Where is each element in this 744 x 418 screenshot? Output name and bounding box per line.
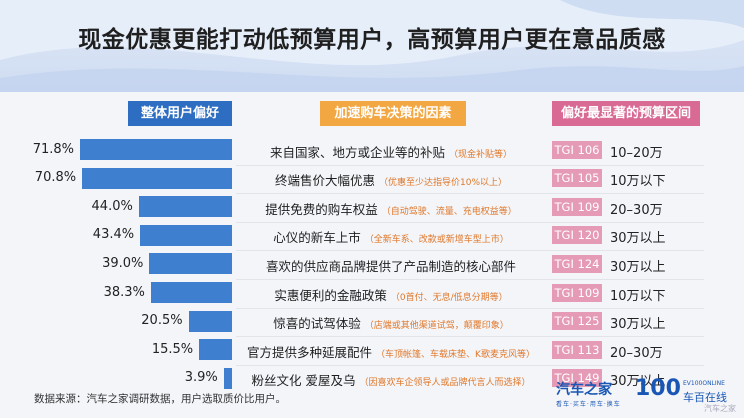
row-separator [236,279,704,280]
budget-range: 10–20万 [610,145,663,161]
tgi-badge: TGI 109 [552,197,602,216]
factor-text: 心仪的新车上市 [273,230,361,246]
bar-1 [80,139,232,160]
tgi-badge: TGI 105 [552,169,602,188]
bar-6 [150,282,232,303]
factor-label: 来自国家、地方或企业等的补贴 （现金补贴等） [236,142,546,161]
ev100-logo: 100 EV100ONLINE 车百在线 [635,376,735,410]
column-header-overall: 整体用户偏好 [128,101,232,126]
bar-value-label: 15.5% [151,341,194,357]
factor-label: 粉丝文化 爱屋及乌 （因喜欢车企领导人或品牌代言人而选择） [236,370,546,389]
tgi-badge: TGI 113 [552,340,602,359]
bar-8 [199,339,232,361]
bar-7 [188,310,232,332]
factor-text: 喜欢的供应商品牌提供了产品制造的核心部件 [265,258,516,274]
tgi-badge: TGI 149 [552,369,602,388]
factor-label: 惊喜的试驾体验 （店端或其他渠道试驾，颠覆印象） [236,313,546,332]
autohome-logo-text: 汽车之家 [556,382,612,398]
budget-range: 30万以上 [610,231,666,247]
ev100-logo-cn: 车百在线 [683,391,727,404]
watermark: 汽车之家 [704,404,736,413]
factor-label: 实惠便利的金融政策 （0首付、无息/低息分期等） [236,285,546,304]
bar-value-label: 20.5% [141,313,183,329]
factor-note: （因喜欢车企领导人或品牌代言人而选择） [359,378,531,389]
tgi-badge: TGI 109 [552,283,602,302]
bar-value-label: 39.0% [102,255,144,271]
autohome-logo: 汽车之家 看车·买车·用车·换车 [556,379,621,408]
bar-3 [138,196,232,218]
bar-value-label: 70.8% [34,170,77,186]
tgi-badge: TGI 124 [552,254,602,273]
header-banner: 现金优惠更能打动低预算用户，高预算用户更在意品质感 [0,0,744,92]
data-source-footer: 数据来源：汽车之家调研数据，用户选取质价比用户。 [34,393,286,405]
budget-range: 20–30万 [610,202,663,218]
factor-text: 官方提供多种延展配件 [247,344,373,360]
bar-value-label: 71.8% [32,141,74,157]
factor-label: 心仪的新车上市 （全新车系、改款或新增车型上市） [236,227,546,246]
tgi-badge: TGI 125 [552,312,602,331]
factor-note: （店端或其他渠道试驾，颠覆印象） [364,321,509,332]
factor-text: 粉丝文化 爱屋及乌 [251,373,356,389]
tgi-badge: TGI 106 [552,140,602,159]
ev100-logo-en: EV100ONLINE [683,380,725,387]
ev100-logo-number: 100 [635,376,681,401]
row-separator [236,221,704,223]
factor-label: 提供免费的购车权益 （自动驾驶、流量、充电权益等） [236,199,546,218]
bar-value-label: 44.0% [91,198,133,214]
bar-5 [149,253,232,275]
factor-label: 喜欢的供应商品牌提供了产品制造的核心部件 [236,256,546,275]
budget-range: 30万以上 [610,259,666,275]
row-separator [236,307,704,309]
factor-text: 惊喜的试驾体验 [273,316,361,332]
column-header-factors: 加速购车决策的因素 [320,101,466,126]
factor-label: 官方提供多种延展配件 （车顶帐篷、车载床垫、K歌麦克风等） [236,342,546,361]
factor-note: （0首付、无息/低息分期等） [390,292,508,303]
factor-note: （优惠至少达指导价10%以上） [379,178,508,189]
row-separator [236,336,704,338]
factor-text: 终端售价大幅优惠 [274,173,375,189]
bar-value-label: 38.3% [103,284,145,300]
column-header-budget: 偏好最显著的预算区间 [552,101,700,126]
page-title: 现金优惠更能打动低预算用户，高预算用户更在意品质感 [78,27,666,53]
factor-note: （自动驾驶、流量、充电权益等） [381,206,517,217]
autohome-logo-slogan: 看车·买车·用车·换车 [556,401,621,408]
factor-label: 终端售价大幅优惠 （优惠至少达指导价10%以上） [236,170,546,189]
budget-range: 20–30万 [610,345,663,361]
budget-range: 10万以下 [610,174,666,190]
factor-text: 实惠便利的金融政策 [274,287,387,303]
row-separator [236,193,704,195]
factor-note: （现金补贴等） [449,149,513,160]
budget-range: 30万以上 [610,317,666,333]
budget-range: 10万以下 [610,288,666,304]
row-separator [236,164,704,166]
row-separator [236,250,704,252]
factor-note: （车顶帐篷、车载床垫、K歌麦克风等） [376,349,535,360]
header-wave-decoration [0,0,744,92]
bar-value-label: 43.4% [92,227,135,243]
budget-range: 30万以上 [610,374,666,390]
bar-2 [82,167,232,189]
factor-text: 提供免费的购车权益 [265,201,378,217]
bar-9 [223,367,232,389]
row-separator [236,364,704,366]
factor-note: （全新车系、改款或新增车型上市） [364,235,509,246]
bar-value-label: 3.9% [184,370,218,386]
bar-4 [140,224,232,246]
factor-text: 来自国家、地方或企业等的补贴 [269,144,445,160]
tgi-badge: TGI 120 [552,226,602,245]
